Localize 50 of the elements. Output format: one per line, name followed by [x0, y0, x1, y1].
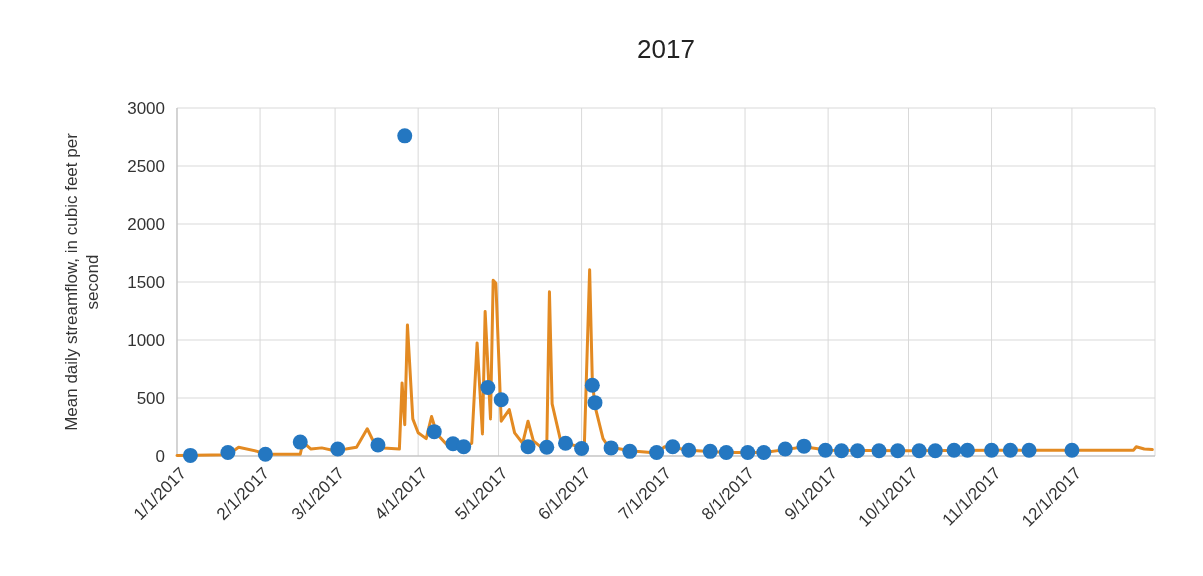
y-tick-label: 0 [155, 446, 165, 466]
y-axis-title: Mean daily streamflow, in cubic feet per second [62, 132, 103, 431]
y-tick-label: 2000 [127, 214, 165, 234]
point [480, 380, 496, 396]
point [574, 440, 590, 456]
point [622, 443, 638, 459]
point [587, 395, 603, 411]
point [834, 443, 849, 459]
point [911, 443, 927, 459]
point [796, 438, 812, 454]
point [603, 440, 619, 456]
point [1002, 442, 1018, 458]
point [520, 439, 536, 455]
point [890, 443, 906, 459]
y-tick-label: 1500 [127, 272, 165, 292]
point [456, 439, 472, 455]
point [292, 434, 308, 450]
point [493, 392, 509, 408]
point [740, 445, 756, 461]
point [257, 446, 273, 462]
point [959, 442, 975, 458]
y-tick-label: 1000 [127, 330, 165, 350]
y-tick-label: 3000 [127, 98, 165, 118]
point [871, 443, 887, 459]
point [330, 441, 346, 457]
point [718, 445, 734, 461]
point [665, 439, 681, 455]
point [756, 445, 772, 461]
point [558, 435, 574, 451]
chart-title: 2017 [637, 34, 695, 64]
point [539, 439, 555, 455]
point [817, 442, 833, 458]
point [927, 443, 943, 459]
point [370, 437, 386, 453]
point [702, 443, 718, 459]
point [850, 443, 866, 459]
point [397, 128, 413, 144]
point [584, 377, 600, 393]
point [182, 447, 198, 463]
point [220, 445, 236, 461]
point [426, 424, 442, 440]
point [777, 441, 793, 457]
point [984, 442, 1000, 458]
point [1021, 442, 1037, 458]
point [681, 442, 697, 458]
y-tick-label: 2500 [127, 156, 165, 176]
y-tick-label: 500 [136, 388, 165, 408]
point [649, 445, 665, 461]
point [1064, 442, 1080, 458]
point [946, 442, 962, 458]
